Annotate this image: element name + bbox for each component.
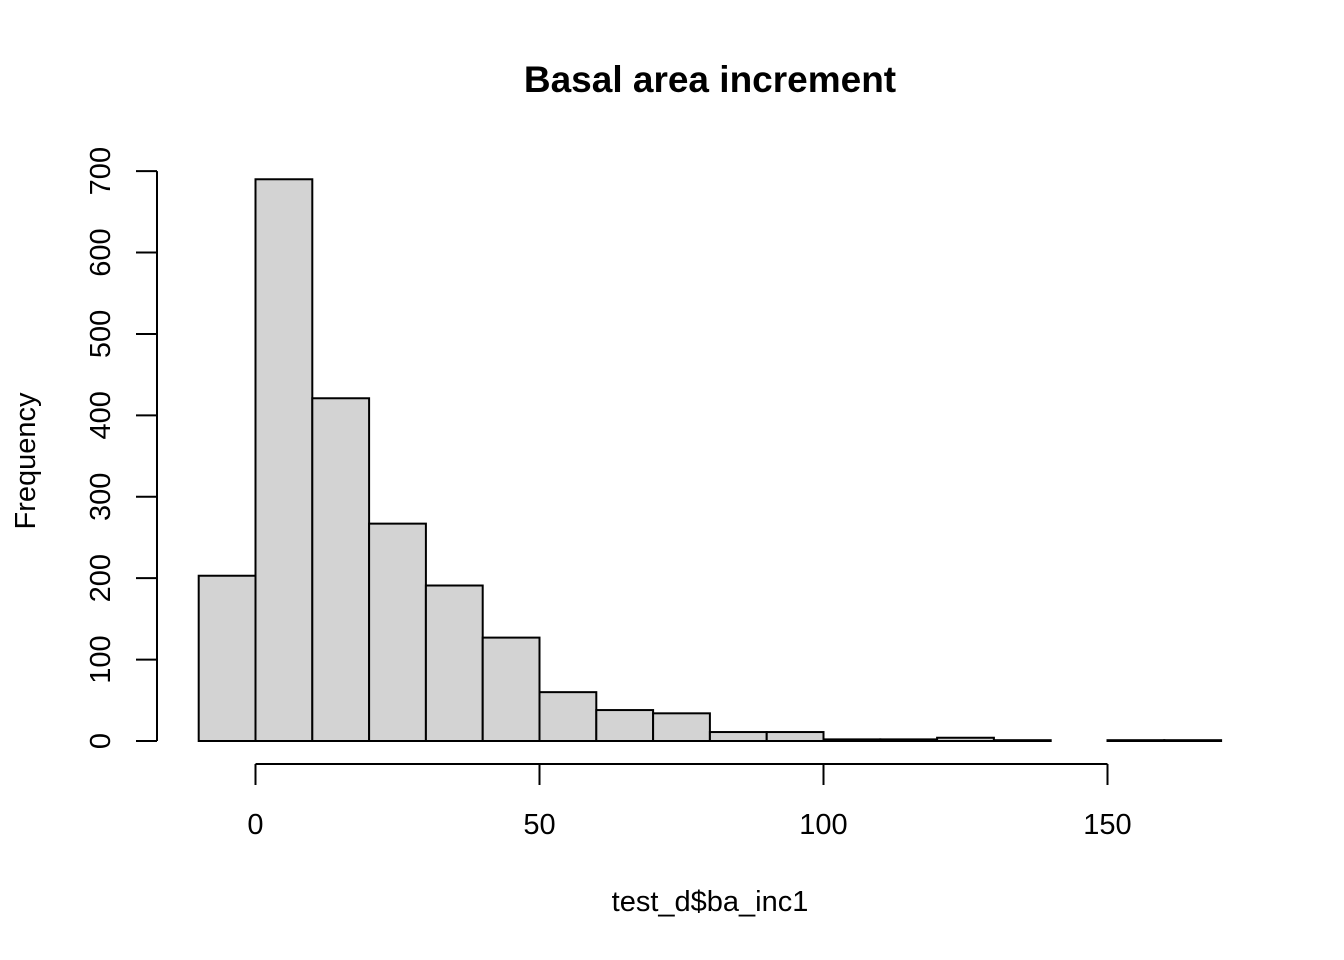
- histogram-bar: [708, 731, 768, 743]
- histogram-bar: [1163, 739, 1223, 743]
- x-tick-label: 0: [247, 809, 263, 841]
- y-tick-label: 300: [85, 473, 117, 521]
- bars-group: [197, 178, 1223, 743]
- x-axis: 0 50 100 150: [247, 763, 1132, 841]
- histogram-bar: [424, 584, 484, 742]
- y-axis: 0 100 200 300 400 500 600 700: [85, 147, 158, 749]
- x-axis-label: test_d$ba_inc1: [612, 886, 809, 918]
- histogram-bar: [879, 738, 939, 743]
- histogram-bar: [595, 709, 655, 743]
- y-tick-label: 700: [85, 147, 117, 195]
- x-tick-label: 150: [1083, 809, 1131, 841]
- histogram-bar: [368, 522, 427, 743]
- histogram-bar: [1106, 739, 1166, 743]
- histogram-bar: [481, 636, 541, 743]
- y-axis-label: Frequency: [10, 392, 42, 530]
- histogram-bar: [197, 574, 257, 742]
- histogram-bar: [254, 178, 314, 742]
- y-tick-label: 0: [85, 733, 117, 749]
- histogram-bar: [992, 739, 1052, 743]
- histogram-bar: [311, 397, 371, 742]
- y-tick-label: 100: [85, 635, 117, 683]
- chart-title: Basal area increment: [524, 59, 896, 100]
- histogram-bar: [822, 738, 882, 743]
- x-tick-label: 50: [523, 809, 555, 841]
- y-tick-label: 600: [85, 228, 117, 276]
- y-tick-label: 500: [85, 310, 117, 358]
- histogram-bar: [765, 731, 825, 743]
- y-tick-label: 400: [85, 391, 117, 439]
- x-tick-label: 100: [799, 809, 847, 841]
- histogram-bar: [538, 691, 598, 742]
- y-tick-label: 200: [85, 554, 117, 602]
- histogram-bar: [936, 736, 995, 742]
- histogram-bar: [652, 712, 711, 743]
